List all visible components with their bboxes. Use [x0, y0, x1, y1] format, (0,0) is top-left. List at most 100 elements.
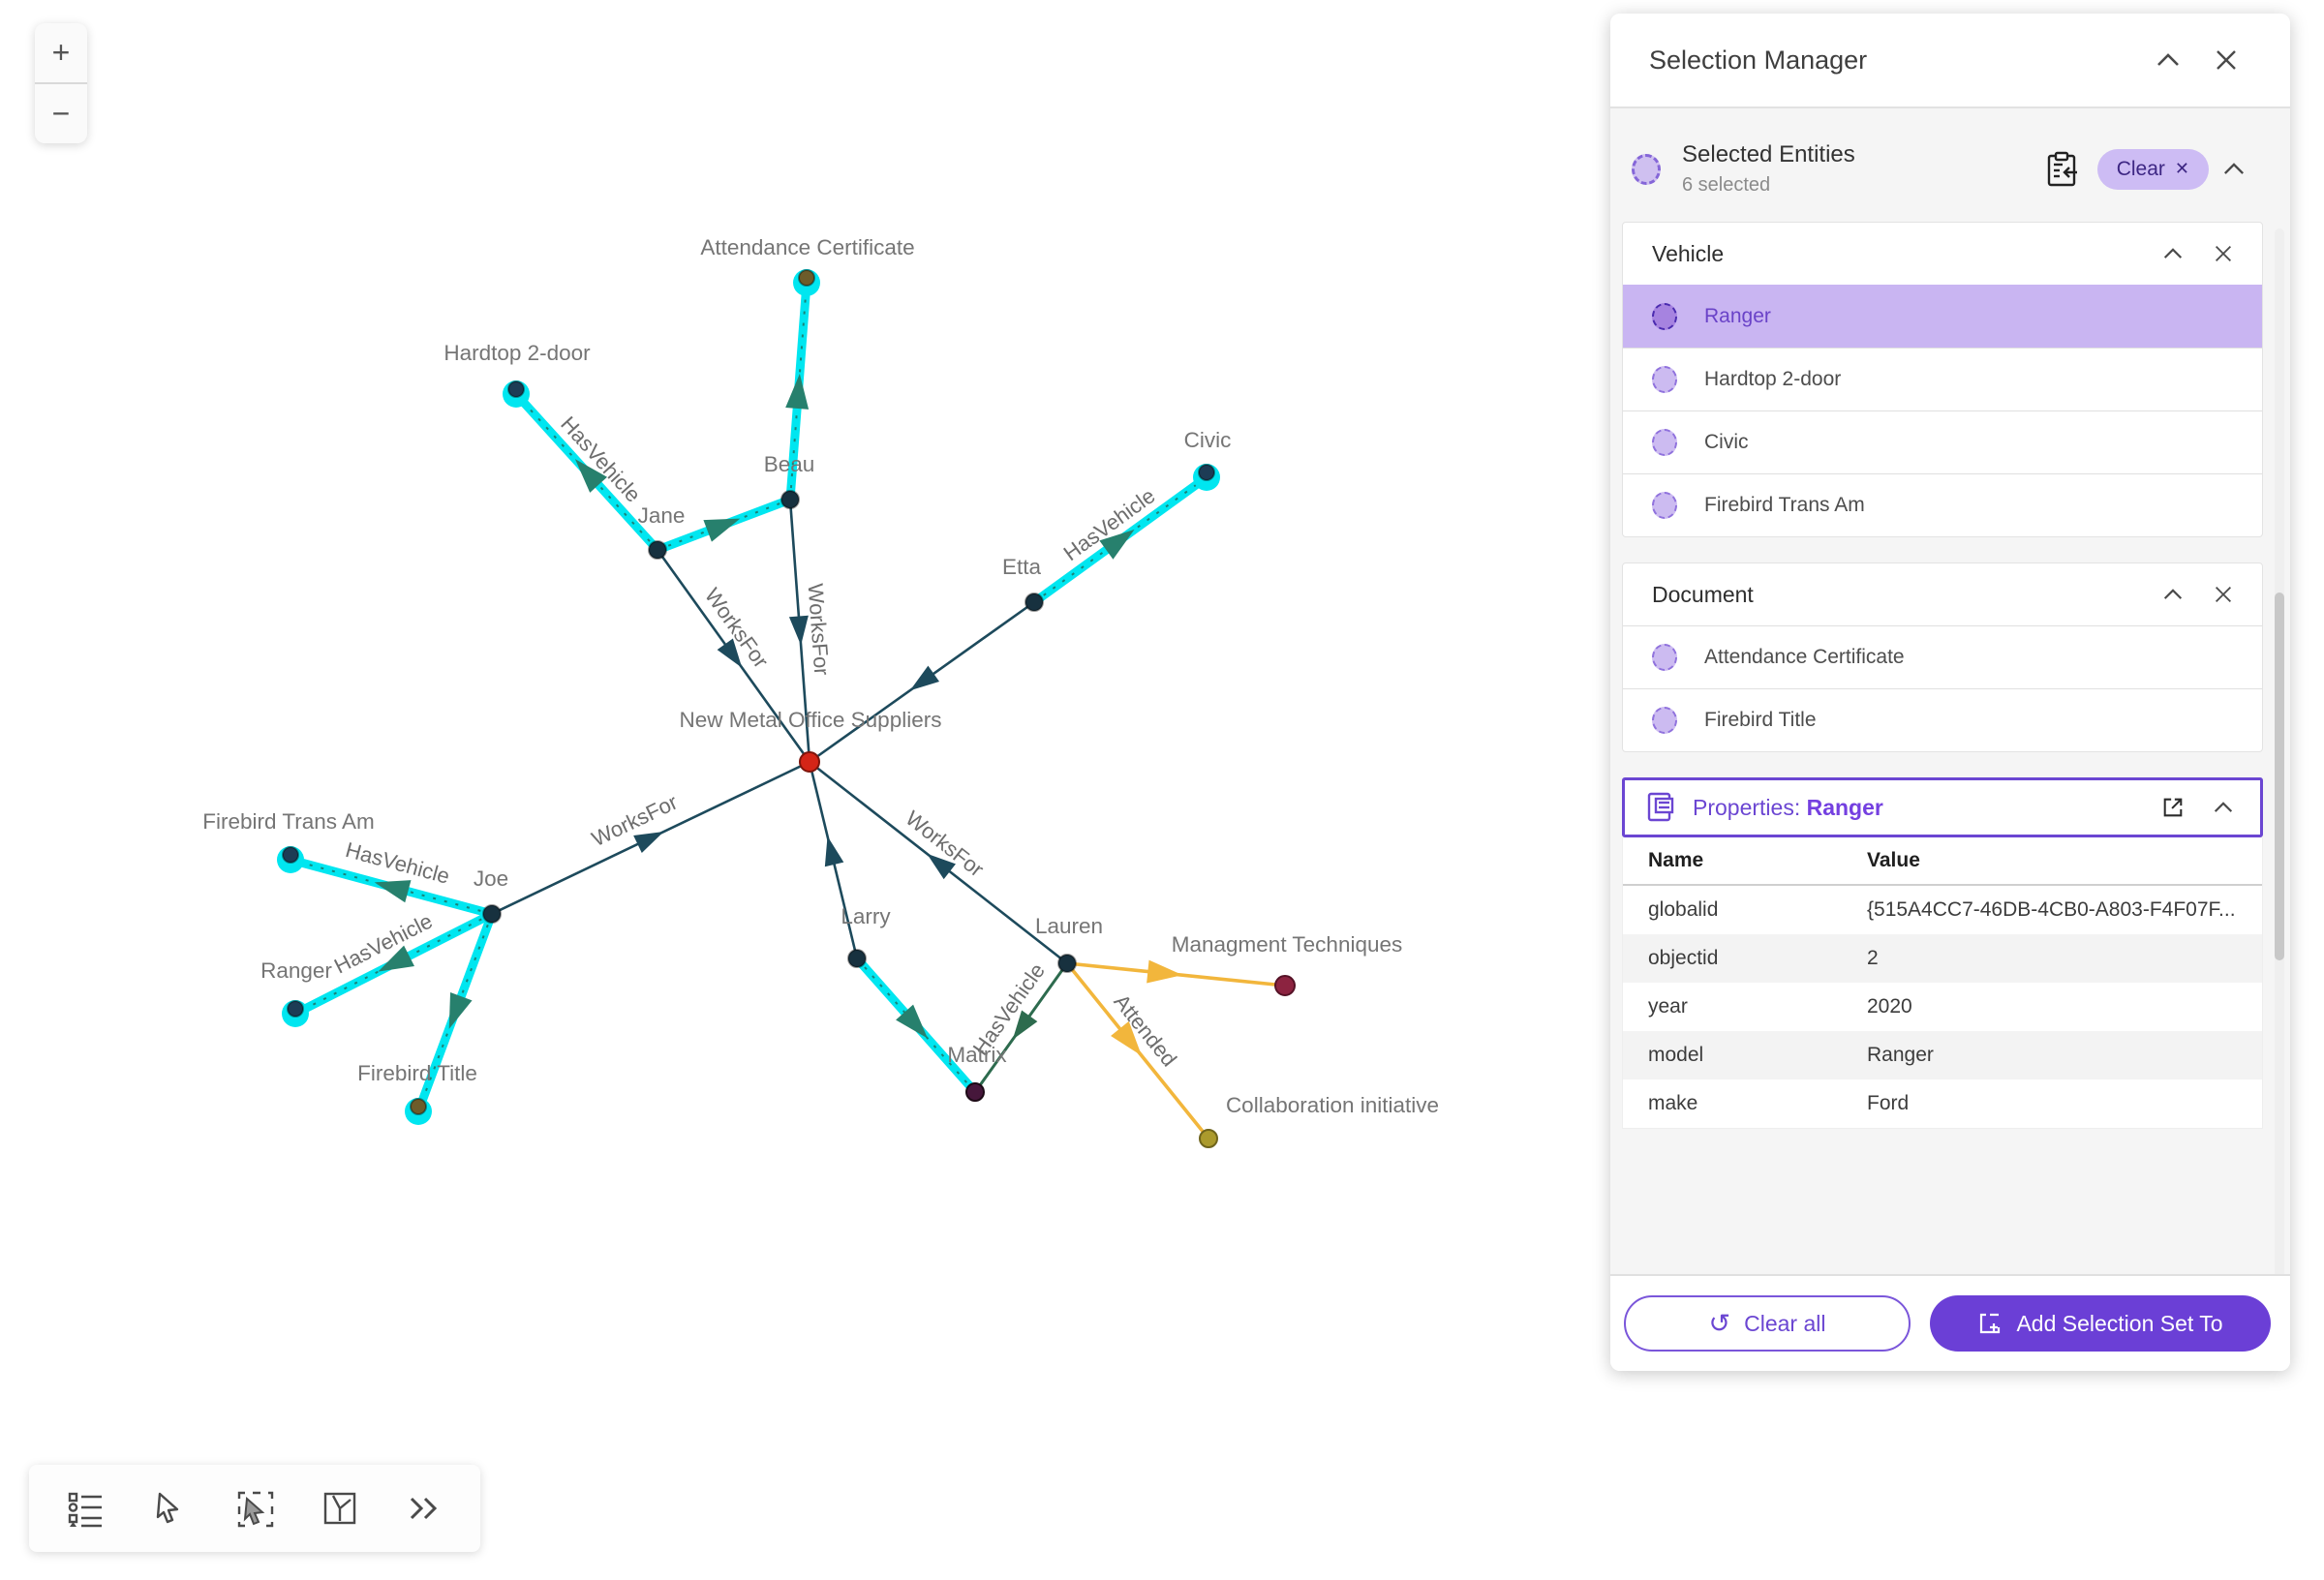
close-document-group[interactable] [2198, 575, 2248, 614]
zoom-out-button[interactable]: − [51, 96, 71, 131]
list-item[interactable]: Firebird Title [1623, 688, 2262, 751]
property-row[interactable]: year 2020 [1623, 983, 2262, 1031]
node-matrix[interactable]: Matrix [947, 1043, 1007, 1102]
edge-jane-hardtop[interactable]: HasVehicle [511, 389, 662, 555]
node-fta[interactable]: Firebird Trans Am [202, 809, 375, 873]
edge-lauren-mt[interactable] [1065, 959, 1287, 988]
list-item[interactable]: Hardtop 2-door [1623, 348, 2262, 410]
clear-selection-pill[interactable]: Clear ✕ [2096, 148, 2209, 190]
node-mt[interactable]: Managment Techniques [1172, 932, 1403, 996]
edge-joe-nmos[interactable]: WorksFor [490, 760, 811, 916]
property-value: Ranger [1867, 1044, 1934, 1066]
properties-table: Name Value globalid {515A4CC7-46DB-4CB0-A… [1622, 837, 2263, 1129]
add-selection-set-button[interactable]: Add Selection Set To [1930, 1295, 2271, 1352]
edge-lauren-ci[interactable]: Attended [1065, 961, 1210, 1140]
edge-lauren-matrix[interactable]: HasVehicle [968, 958, 1069, 1094]
node-hardtop[interactable]: Hardtop 2-door [443, 341, 591, 408]
node-ci[interactable]: Collaboration initiative [1199, 1093, 1439, 1148]
expand-more-icon[interactable] [403, 1487, 445, 1530]
properties-entity-name: Ranger [1806, 794, 1883, 820]
node-etta[interactable]: Etta [1002, 555, 1044, 612]
list-item[interactable]: Ranger [1623, 285, 2262, 348]
close-vehicle-group[interactable] [2198, 234, 2248, 273]
open-properties-icon[interactable] [2148, 788, 2198, 827]
node-larry[interactable]: Larry [841, 904, 891, 968]
node-ac[interactable]: Attendance Certificate [700, 235, 915, 296]
collapse-selected-entities[interactable] [2209, 150, 2259, 189]
property-row[interactable]: model Ranger [1623, 1031, 2262, 1079]
panel-scrollbar[interactable] [2275, 228, 2284, 1274]
select-rectangle-icon[interactable] [233, 1487, 276, 1530]
node-ftitle[interactable]: Firebird Title [357, 1061, 477, 1125]
node-beau[interactable]: Beau [764, 452, 815, 509]
entity-circle-icon [1652, 644, 1677, 671]
zoom-in-button[interactable]: + [51, 35, 71, 70]
properties-header[interactable]: Properties: Ranger [1622, 777, 2263, 837]
map-zoom-control: + − [35, 23, 87, 143]
properties-icon [1647, 792, 1674, 822]
entity-label: Firebird Title [1704, 709, 1817, 731]
list-item[interactable]: Civic [1623, 410, 2262, 473]
edge-label: WorksFor [803, 583, 834, 677]
close-panel-button[interactable] [2197, 41, 2255, 79]
edge-arrow [785, 374, 810, 410]
node-label: Firebird Trans Am [202, 809, 375, 834]
list-item[interactable]: Firebird Trans Am [1623, 473, 2262, 536]
node-label: Ranger [260, 958, 332, 983]
property-name: model [1648, 1044, 1704, 1066]
collapse-document-group[interactable] [2148, 575, 2198, 614]
collapse-vehicle-group[interactable] [2148, 234, 2198, 273]
clear-x-icon[interactable]: ✕ [2174, 159, 2189, 178]
edge-arrow [909, 665, 940, 691]
node-lauren[interactable]: Lauren [1035, 914, 1103, 973]
node-ranger[interactable]: Ranger [260, 958, 332, 1027]
node-label: Beau [764, 452, 815, 476]
list-item[interactable]: Attendance Certificate [1623, 625, 2262, 688]
collapse-properties[interactable] [2198, 788, 2248, 827]
node-label: Hardtop 2-door [443, 341, 591, 365]
node-label: New Metal Office Suppliers [680, 708, 942, 732]
edge-beau-nmos[interactable]: WorksFor [788, 498, 834, 764]
edge-lauren-nmos[interactable]: WorksFor [808, 760, 1069, 965]
pointer-icon[interactable] [148, 1487, 191, 1530]
edge-arrow [378, 945, 414, 972]
node-jane[interactable]: Jane [638, 503, 686, 560]
properties-prefix: Properties: [1693, 794, 1807, 820]
clear-label: Clear [2116, 157, 2165, 180]
group-title-document: Document [1652, 581, 1754, 607]
edge-jane-beau[interactable] [653, 495, 795, 555]
vehicle-group-card: Vehicle Ranger Hardtop 2-door Civic Firebir… [1622, 222, 2263, 537]
edge-joe-fta[interactable]: HasVehicle [286, 837, 497, 919]
node-label: Matrix [947, 1043, 1007, 1067]
edge-joe-ftitle[interactable] [413, 909, 497, 1116]
collapse-panel-button[interactable] [2139, 41, 2197, 79]
properties-title: Properties: Ranger [1693, 795, 2148, 821]
edge-arrow [1012, 1010, 1038, 1040]
node-civic[interactable]: Civic [1184, 428, 1232, 491]
edge-arrow [374, 880, 412, 903]
property-value: 2020 [1867, 995, 1912, 1018]
legend-list-icon[interactable] [64, 1487, 107, 1530]
node-joe[interactable]: Joe [474, 866, 508, 924]
property-row[interactable]: make Ford [1623, 1079, 2262, 1128]
link-chart-icon[interactable] [319, 1487, 361, 1530]
selected-entities-row: Selected Entities 6 selected Clear ✕ [1632, 141, 2259, 197]
edge-larry-nmos[interactable] [808, 760, 859, 960]
property-name: objectid [1648, 947, 1719, 969]
property-row[interactable]: globalid {515A4CC7-46DB-4CB0-A803-F4F07F.… [1623, 886, 2262, 934]
entity-label: Civic [1704, 431, 1749, 453]
edge-etta-nmos[interactable] [808, 600, 1036, 764]
edge-arrow [703, 518, 741, 542]
clear-all-button[interactable]: ↺ Clear all [1624, 1295, 1911, 1352]
edge-larry-matrix[interactable] [852, 954, 980, 1097]
paste-selection-icon[interactable] [2039, 147, 2084, 192]
node-label: Lauren [1035, 914, 1103, 938]
edge-etta-civic[interactable]: HasVehicle [1029, 472, 1211, 607]
scrollbar-thumb[interactable] [2275, 592, 2284, 960]
node-nmos[interactable]: New Metal Office Suppliers [680, 708, 942, 773]
entity-circle-icon [1652, 707, 1677, 734]
edge-beau-ac[interactable] [785, 278, 811, 504]
property-row[interactable]: objectid 2 [1623, 934, 2262, 983]
node-label: Collaboration initiative [1226, 1093, 1439, 1117]
